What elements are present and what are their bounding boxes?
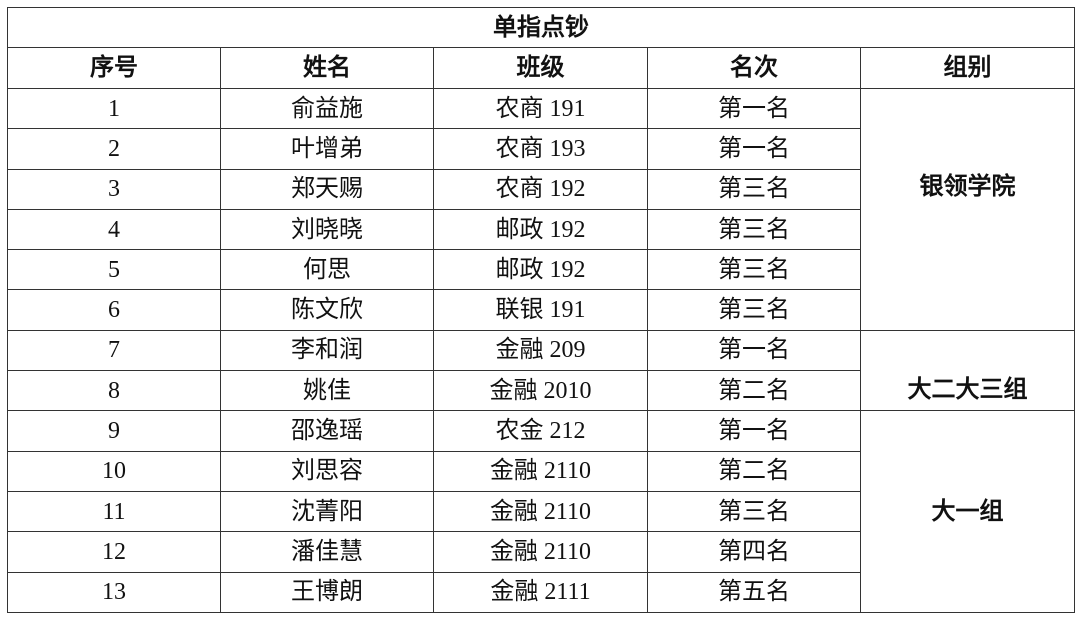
cell-rank: 第三名 (647, 490, 861, 533)
cell-name: 邵逸瑶 (220, 410, 434, 452)
cell-class: 邮政 192 (433, 208, 648, 251)
table-row: 9 邵逸瑶 农金 212 第一名 大一组 (7, 410, 1076, 613)
table-row: 7 李和润 金融 209 第一名 大二大三组 (7, 329, 1076, 412)
cell-class: 农商 191 (433, 87, 648, 130)
cell-name: 沈菁阳 (220, 490, 434, 533)
table-row: 13 王博朗 金融 2111 第五名 (7, 571, 1075, 613)
table-row: 12 潘佳慧 金融 2110 第四名 (7, 531, 1075, 573)
table-row: 11 沈菁阳 金融 2110 第三名 (7, 490, 1075, 533)
cell-name: 刘晓晓 (220, 208, 434, 251)
cell-index: 9 (7, 410, 221, 452)
table-row: 6 陈文欣 联银 191 第三名 (7, 289, 1075, 331)
cell-group: 大二大三组 (859, 329, 1076, 412)
cell-index: 2 (7, 128, 221, 170)
cell-name: 叶增弟 (220, 128, 434, 170)
cell-class: 金融 2010 (433, 370, 648, 412)
cell-index: 5 (7, 249, 221, 291)
table-row: 5 何思 邮政 192 第三名 (7, 249, 1075, 291)
cell-index: 6 (7, 289, 221, 331)
cell-rank: 第三名 (647, 289, 861, 331)
cell-name: 潘佳慧 (220, 531, 434, 573)
cell-class: 金融 2110 (433, 490, 648, 533)
cell-group: 银领学院 (859, 88, 1076, 331)
table-row: 2 叶增弟 农商 193 第一名 (7, 128, 1075, 170)
table-title: 单指点钞 (6, 7, 1076, 48)
cell-rank: 第一名 (647, 87, 861, 130)
cell-name: 刘思容 (220, 450, 434, 492)
header-name: 姓名 (220, 47, 434, 89)
cell-class: 农商 192 (433, 168, 648, 210)
header-index: 序号 (7, 47, 221, 89)
cell-class: 农商 193 (433, 128, 648, 170)
cell-rank: 第一名 (647, 410, 861, 452)
cell-class: 邮政 192 (433, 249, 648, 291)
cell-class: 金融 2110 (433, 531, 648, 573)
cell-index: 10 (7, 450, 221, 492)
cell-index: 4 (7, 208, 221, 251)
cell-class: 金融 2111 (433, 571, 648, 613)
table-row: 10 刘思容 金融 2110 第二名 (7, 450, 1075, 492)
header-rank: 名次 (647, 47, 861, 89)
cell-rank: 第三名 (647, 208, 861, 251)
cell-rank: 第三名 (647, 168, 861, 210)
cell-name: 姚佳 (220, 370, 434, 412)
cell-name: 李和润 (220, 329, 434, 372)
table-row: 1 俞益施 农商 191 第一名 银领学院 (7, 87, 1076, 331)
cell-index: 13 (7, 571, 221, 613)
cell-name: 陈文欣 (220, 289, 434, 331)
cell-rank: 第一名 (647, 329, 861, 372)
cell-name: 何思 (220, 249, 434, 291)
cell-rank: 第二名 (647, 370, 861, 412)
cell-index: 11 (7, 490, 221, 533)
cell-name: 王博朗 (220, 571, 434, 613)
cell-group: 大一组 (859, 410, 1076, 613)
cell-index: 7 (7, 329, 221, 372)
cell-rank: 第三名 (647, 249, 861, 291)
cell-rank: 第二名 (647, 450, 861, 492)
cell-rank: 第五名 (647, 571, 861, 613)
cell-index: 1 (7, 87, 221, 130)
cell-rank: 第一名 (647, 128, 861, 170)
cell-class: 联银 191 (433, 289, 648, 331)
cell-index: 12 (7, 531, 221, 573)
results-table: 单指点钞 序号 姓名 班级 名次 组别 1 俞益施 农商 191 第一名 银领学院 2 叶增… (6, 7, 1076, 613)
header-group: 组别 (859, 47, 1076, 89)
cell-class: 金融 209 (433, 329, 648, 372)
cell-index: 8 (7, 370, 221, 412)
header-class: 班级 (433, 47, 648, 89)
cell-rank: 第四名 (647, 531, 861, 573)
cell-class: 金融 2110 (433, 450, 648, 492)
cell-name: 郑天赐 (220, 168, 434, 210)
cell-name: 俞益施 (220, 87, 434, 130)
cell-class: 农金 212 (433, 410, 648, 452)
cell-index: 3 (7, 168, 221, 210)
